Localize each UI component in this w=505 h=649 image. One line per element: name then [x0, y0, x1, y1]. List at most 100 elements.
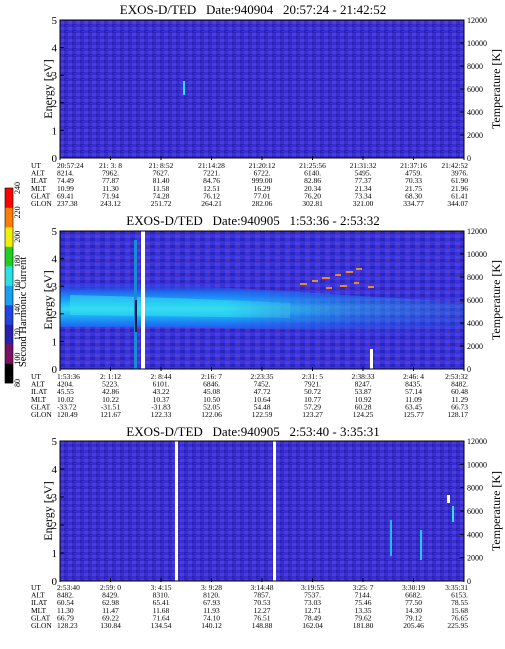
orbit-cell: 321.00 — [353, 199, 374, 208]
y2tick-label: 10000 — [467, 250, 487, 259]
orbit-cell: 124.25 — [353, 410, 374, 419]
y2tick-label: 2000 — [467, 342, 483, 351]
panel-1-y2label: Temperature [K] — [489, 49, 503, 129]
orbit-cell: 8120. — [203, 591, 220, 600]
orbit-cell: 3:35:31 — [445, 583, 468, 592]
panel-2-y2label: Temperature [K] — [489, 260, 503, 340]
orbit-cell: 122.06 — [201, 410, 222, 419]
y2tick-label: 12000 — [467, 227, 487, 236]
panel-3-gap-1 — [175, 441, 178, 581]
ytick-label: 5 — [52, 15, 58, 27]
y2tick-label: 8000 — [467, 62, 483, 71]
orbit-cell: 2:16: 7 — [201, 372, 222, 381]
orbit-cell: 69.22 — [102, 613, 119, 622]
colorbar-cell — [5, 363, 13, 384]
orbit-cell: 21.96 — [451, 184, 468, 193]
orbit-cell: 11.30 — [57, 606, 74, 615]
orbit-cell: 3:14:48 — [251, 583, 274, 592]
orbit-cell: 205.46 — [403, 621, 424, 630]
ytick-label: 1 — [52, 125, 58, 137]
orbit-cell: 12.51 — [203, 184, 220, 193]
orbit-cell: 251.72 — [151, 199, 172, 208]
orbit-cell: 43.22 — [153, 387, 170, 396]
orbit-cell: 7962. — [102, 169, 119, 178]
orbit-cell: 20.34 — [304, 184, 321, 193]
orbit-cell: 6153. — [451, 591, 468, 600]
colorbar: 80 100 120 140 160 180 200 220 240 Second Harmon… — [4, 182, 29, 387]
orbit-cell: 21: 3: 8 — [99, 161, 122, 170]
y2tick-label: 0 — [467, 154, 471, 163]
orbit-cell: 10.02 — [57, 395, 74, 404]
y2tick-label: 8000 — [467, 484, 483, 493]
colorbar-tick-label: 200 — [13, 231, 22, 243]
orbit-cell: 53.87 — [355, 387, 372, 396]
ytick-label: 5 — [52, 226, 58, 238]
ytick-label: 3 — [52, 281, 58, 293]
orbit-cell: 82.86 — [304, 176, 321, 185]
orbit-row-label: ILAT — [31, 387, 48, 396]
colorbar-cell — [5, 246, 13, 267]
panel-3-gap-2 — [273, 441, 276, 581]
orbit-cell: 62.98 — [102, 598, 119, 607]
orbit-cell: 21.34 — [355, 184, 372, 193]
orbit-cell: 66.79 — [57, 613, 74, 622]
orbit-row-label: MLT — [31, 184, 47, 193]
orbit-cell: 130.84 — [100, 621, 121, 630]
orbit-cell: 21:20:12 — [249, 161, 276, 170]
orbit-cell: 73.03 — [304, 598, 321, 607]
panel-1-ylabel: Energy [eV] — [41, 59, 55, 118]
orbit-row-label: ALT — [31, 169, 45, 178]
orbit-cell: 128.23 — [57, 621, 78, 630]
orbit-cell: 76.65 — [451, 613, 468, 622]
orbit-cell: 3: 4:15 — [150, 583, 171, 592]
orbit-cell: 6682. — [405, 591, 422, 600]
orbit-cell: 162.04 — [302, 621, 323, 630]
orbit-cell: 10.22 — [102, 395, 119, 404]
orbit-cell: 78.55 — [451, 598, 468, 607]
orbit-cell: 2:31: 5 — [302, 372, 323, 381]
orbit-cell: 81.40 — [153, 176, 170, 185]
ytick-label: 4 — [52, 254, 58, 266]
y2tick-label: 2000 — [467, 554, 483, 563]
ytick-label: 0 — [52, 153, 58, 165]
orbit-cell: 134.54 — [151, 621, 172, 630]
colorbar-cell — [5, 285, 13, 306]
orbit-cell: 122.33 — [151, 410, 172, 419]
orbit-cell: 282.06 — [252, 199, 273, 208]
orbit-cell: 57.29 — [304, 402, 321, 411]
colorbar-tick-label: 80 — [13, 379, 22, 387]
orbit-cell: 61.41 — [451, 191, 468, 200]
orbit-row-label: GLAT — [31, 191, 51, 200]
orbit-cell: 69.41 — [57, 191, 74, 200]
orbit-cell: 344.07 — [447, 199, 468, 208]
orbit-cell: 10.99 — [57, 184, 74, 193]
orbit-cell: 7921. — [304, 380, 321, 389]
colorbar-tick-label: 100 — [13, 353, 22, 365]
colorbar-cell — [5, 266, 13, 286]
orbit-cell: 10.37 — [153, 395, 170, 404]
orbit-cell: 60.48 — [451, 387, 468, 396]
orbit-row-label: GLAT — [31, 613, 51, 622]
panel-2-spike-core — [135, 300, 137, 332]
orbit-cell: -31.51 — [101, 402, 121, 411]
orbit-cell: 10.64 — [254, 395, 271, 404]
orbit-cell: 264.21 — [201, 199, 222, 208]
orbit-row-label: GLON — [31, 621, 52, 630]
orbit-cell: 999.00 — [252, 176, 273, 185]
orbit-cell: 70.53 — [254, 598, 271, 607]
orbit-cell: 8482. — [57, 591, 74, 600]
orbit-cell: 76.12 — [203, 191, 220, 200]
orbit-cell: 45.55 — [57, 387, 74, 396]
orbit-cell: 52.05 — [203, 402, 220, 411]
panel-2-gap-2 — [370, 349, 373, 369]
orbit-row-label: ALT — [31, 380, 45, 389]
orbit-cell: 2:53:40 — [57, 583, 80, 592]
orbit-cell: 3:19:55 — [301, 583, 324, 592]
orbit-cell: 76.51 — [254, 613, 271, 622]
panel-2-title: EXOS-D/TED Date:940905 1:53:36 - 2:53:32 — [126, 213, 379, 228]
orbit-cell: 11.93 — [203, 606, 220, 615]
orbit-cell: 7144. — [355, 591, 372, 600]
colorbar-cell — [5, 207, 13, 228]
orbit-cell: 123.27 — [302, 410, 323, 419]
